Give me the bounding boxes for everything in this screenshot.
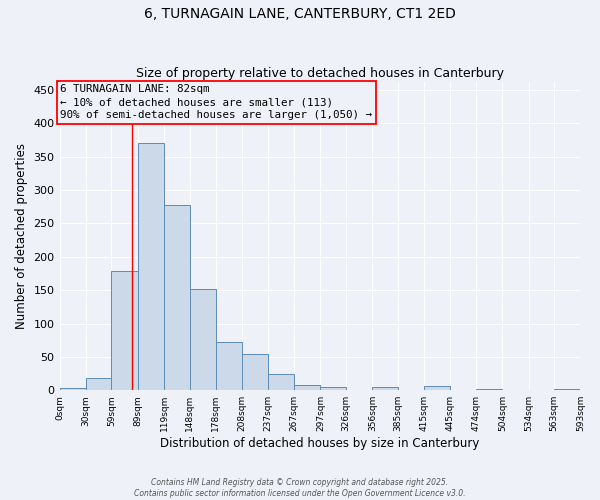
- Bar: [476, 389, 502, 390]
- Bar: [216, 342, 242, 390]
- Bar: [190, 289, 216, 390]
- Bar: [320, 387, 346, 390]
- Text: 6, TURNAGAIN LANE, CANTERBURY, CT1 2ED: 6, TURNAGAIN LANE, CANTERBURY, CT1 2ED: [144, 8, 456, 22]
- Bar: [164, 205, 190, 390]
- Bar: [294, 385, 320, 390]
- Y-axis label: Number of detached properties: Number of detached properties: [15, 143, 28, 329]
- Bar: [86, 378, 112, 390]
- Title: Size of property relative to detached houses in Canterbury: Size of property relative to detached ho…: [136, 66, 504, 80]
- Bar: [372, 387, 398, 390]
- Bar: [424, 386, 451, 390]
- Text: Contains HM Land Registry data © Crown copyright and database right 2025.
Contai: Contains HM Land Registry data © Crown c…: [134, 478, 466, 498]
- Bar: [138, 144, 164, 390]
- Bar: [554, 389, 580, 390]
- Bar: [59, 388, 86, 390]
- Text: 6 TURNAGAIN LANE: 82sqm
← 10% of detached houses are smaller (113)
90% of semi-d: 6 TURNAGAIN LANE: 82sqm ← 10% of detache…: [61, 84, 373, 120]
- Bar: [268, 374, 294, 390]
- Bar: [112, 272, 138, 390]
- X-axis label: Distribution of detached houses by size in Canterbury: Distribution of detached houses by size …: [160, 437, 480, 450]
- Bar: [242, 354, 268, 390]
